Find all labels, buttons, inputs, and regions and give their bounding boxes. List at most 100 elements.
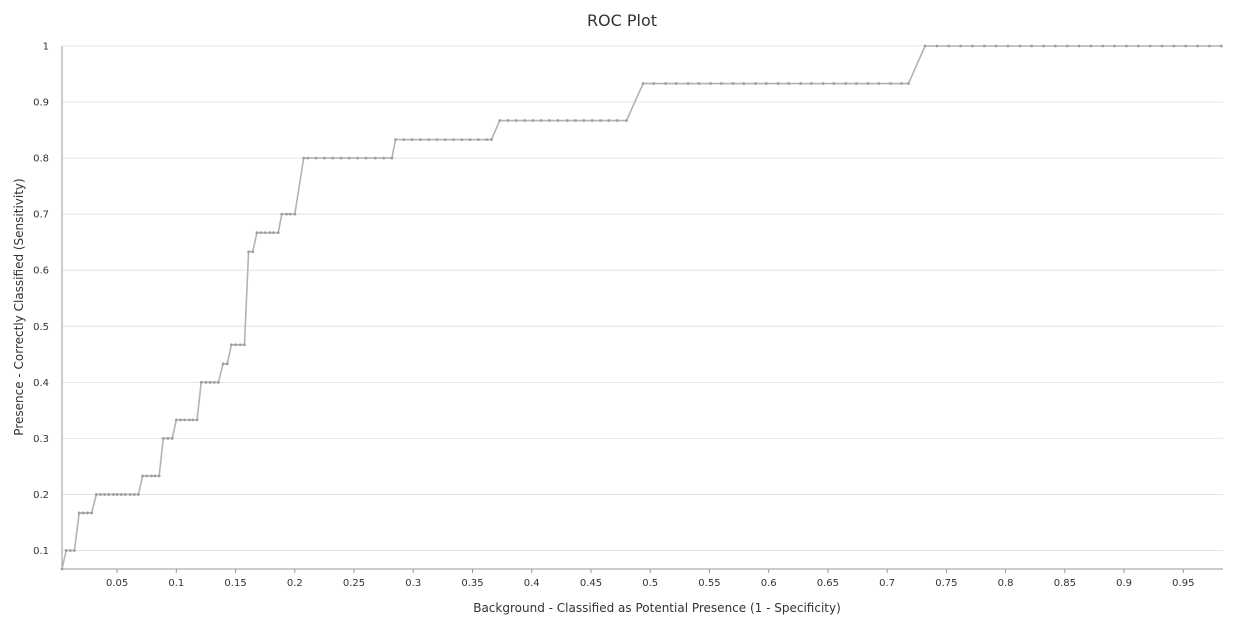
y-tick-label: 0.8 [33,154,49,165]
y-tick-label: 0.9 [33,98,49,109]
data-point [234,343,237,347]
data-point [1065,44,1069,48]
x-tick-label: 0.4 [524,578,540,589]
series-roc-curve [61,45,1222,570]
data-point [531,119,535,122]
x-tick-labels: 0.05 0.1 0.15 0.2 0.25 0.3 0.35 0.4 0.45 0.5 0.55 0… [106,578,1194,589]
x-tick-label: 0.45 [580,578,602,589]
data-point [907,82,910,85]
data-point [959,44,962,48]
data-point [347,156,351,160]
data-point [199,380,203,384]
x-tick-label: 0.5 [642,578,658,589]
data-point [809,82,813,85]
data-point [60,567,64,571]
data-point [477,138,480,142]
data-point [935,44,939,48]
x-tick-label: 0.9 [1116,578,1132,589]
x-tick-label: 0.2 [287,578,303,589]
x-tick-label: 0.35 [461,578,483,589]
y-tick-label: 0.6 [33,266,49,277]
data-point [652,82,656,85]
data-point [323,156,326,160]
x-tick-label: 0.6 [761,578,777,589]
data-point [1207,44,1211,48]
data-point [183,418,187,422]
data-point [285,212,288,216]
data-point [191,418,195,422]
data-point [427,138,431,142]
data-point [1136,44,1140,48]
data-point [145,474,149,478]
data-point [103,493,107,496]
data-point [137,493,140,496]
data-point [1196,44,1199,48]
data-point [107,493,111,496]
x-tick-label: 0.7 [879,578,895,589]
data-point [539,119,543,122]
data-point [697,82,701,85]
data-point [1077,44,1081,48]
data-point [1006,44,1010,48]
data-point [832,82,836,85]
x-tick-label: 0.05 [106,578,128,589]
data-point [204,380,208,384]
series-points [60,44,1223,571]
data-point [280,212,284,216]
data-point [230,343,233,347]
data-point [179,418,182,422]
data-point [599,119,602,122]
data-point [64,549,68,552]
data-point [166,436,170,440]
data-point [243,343,246,347]
x-tick-label: 0.55 [698,578,720,589]
data-point [94,493,98,496]
data-point [731,82,735,85]
data-point [1089,44,1093,48]
data-point [157,474,161,478]
y-axis-label: Presence - Correctly Classified (Sensiti… [12,178,26,435]
data-point [132,493,136,496]
data-point [99,493,102,496]
data-point [799,82,803,85]
data-point [1042,44,1045,48]
x-axis-label: Background - Classified as Potential Pre… [473,601,841,615]
y-tick-labels: 0.1 0.2 0.3 0.4 0.5 0.6 0.7 0.8 0.9 1 [33,42,49,558]
data-point [1101,44,1105,48]
data-point [754,82,758,85]
data-point [719,82,723,85]
data-point [490,138,493,142]
data-point [272,231,275,235]
data-point [899,82,903,85]
data-point [607,119,611,122]
data-point [339,156,343,160]
data-point [302,156,306,160]
data-point [674,82,678,85]
data-point [418,138,422,142]
data-point [153,474,157,478]
data-point [854,82,858,85]
data-point [259,231,263,235]
data-point [460,138,464,142]
data-point [686,82,690,85]
data-point [582,119,586,122]
y-tick-label: 0.4 [33,378,49,389]
data-point [410,138,414,142]
data-point [128,493,132,496]
data-point [293,212,297,216]
data-point [764,82,768,85]
data-point [288,212,292,216]
data-point [251,250,255,254]
data-point [506,119,510,122]
data-point [382,156,386,160]
data-point [112,493,115,496]
data-point [776,82,780,85]
data-point [1160,44,1164,48]
data-point [468,138,472,142]
data-point [514,119,518,122]
data-point [435,138,439,142]
data-point [141,474,144,478]
data-point [625,119,628,122]
data-point [212,380,216,384]
